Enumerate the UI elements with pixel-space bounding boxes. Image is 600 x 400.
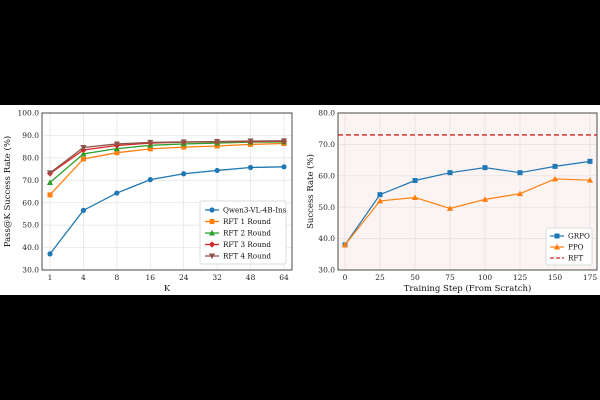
x-tick-label-left: 32 [212, 273, 222, 282]
x-axis-label-right: Training Step (From Scratch) [404, 283, 532, 294]
legend-entry: RFT 1 Round [223, 217, 271, 226]
legend-swatch-marker [553, 243, 561, 250]
data-point [46, 170, 54, 176]
y-tick-label-right: 40.0 [318, 234, 335, 243]
legend-entry: RFT 4 Round [223, 252, 271, 261]
data-point [80, 156, 86, 162]
data-point [247, 138, 254, 145]
x-tick-label-right: 175 [583, 273, 598, 282]
data-point [411, 194, 419, 200]
series-line-grpo [344, 160, 591, 246]
data-point [214, 143, 220, 149]
data-point [214, 167, 220, 174]
x-tick-label-left: 1 [48, 273, 53, 282]
x-tick-label-right: 50 [410, 273, 420, 282]
data-point [341, 241, 349, 248]
data-point [377, 192, 383, 198]
data-point [114, 190, 120, 196]
data-point [113, 141, 120, 148]
legend-entry: RFT [568, 254, 583, 263]
data-point [181, 171, 187, 177]
data-point [376, 197, 384, 204]
data-point [181, 144, 187, 150]
legend-entry: GRPO [568, 232, 590, 241]
legend-entry: RFT 3 Round [223, 240, 271, 249]
data-point [114, 150, 120, 156]
x-tick-label-right: 100 [478, 273, 493, 282]
data-point [447, 170, 453, 176]
data-point [481, 196, 489, 202]
data-point [516, 190, 524, 197]
series-line-qwen3-vl-4b-ins [49, 166, 285, 255]
series-line-ppo [344, 178, 591, 246]
data-point [446, 205, 454, 211]
data-point [80, 145, 87, 151]
data-point [147, 139, 154, 146]
legend-box-left [199, 200, 287, 265]
x-tick-label-left: 16 [146, 273, 156, 282]
data-point [147, 177, 153, 183]
x-tick-label-left: 48 [246, 273, 256, 282]
y-tick-label-left: 80.0 [22, 153, 39, 162]
y-tick-label-right: 70.0 [318, 140, 335, 149]
data-point [47, 251, 53, 257]
x-tick-label-right: 75 [445, 273, 455, 282]
data-point [47, 192, 53, 198]
y-axis-label-left: Pass@K Success Rate (%) [2, 136, 13, 247]
data-point [551, 175, 559, 182]
legend-entry: RFT 2 Round [223, 229, 271, 238]
y-tick-label-right: 50.0 [318, 203, 335, 212]
data-point [80, 150, 87, 157]
legend-swatch-marker [208, 241, 216, 248]
data-point [412, 178, 418, 184]
y-tick-label-right: 30.0 [318, 266, 335, 275]
y-tick-label-right: 60.0 [318, 171, 335, 180]
legend-swatch-marker [554, 233, 560, 239]
data-point [586, 177, 594, 183]
y-tick-label-left: 30.0 [22, 266, 39, 275]
data-point [180, 139, 187, 146]
data-point [552, 163, 558, 169]
x-tick-label-right: 150 [548, 273, 563, 282]
plot-frame-left [41, 112, 293, 271]
y-tick-label-left: 90.0 [22, 131, 39, 140]
plot-frame-right [337, 112, 598, 271]
x-tick-label-right: 0 [343, 273, 348, 282]
series-line-rft-2-round [49, 141, 285, 184]
x-tick-label-right: 25 [375, 273, 385, 282]
legend-entry: PPO [568, 243, 584, 252]
data-point [517, 170, 523, 176]
y-tick-label-left: 60.0 [22, 198, 39, 207]
data-point [482, 165, 488, 171]
data-point [587, 158, 593, 164]
legend-swatch-marker [208, 253, 216, 260]
y-tick-label-left: 40.0 [22, 243, 39, 252]
y-tick-label-left: 50.0 [22, 221, 39, 230]
data-point [80, 207, 87, 213]
y-axis-label-right: Success Rate (%) [305, 154, 316, 229]
figure-canvas: 30.0 40.0 50.0 60.0 70.0 80.0 90.0 100.0 1 4 8 16 24… [0, 105, 600, 295]
legend-swatch-marker [209, 207, 215, 213]
legend-swatch-marker [208, 229, 216, 236]
y-tick-label-left: 100.0 [18, 109, 40, 118]
data-point [147, 146, 153, 152]
data-point [214, 139, 221, 145]
data-point [281, 164, 287, 170]
series-line-rft-4-round [49, 140, 285, 174]
x-tick-label-left: 64 [279, 273, 289, 282]
data-point [46, 179, 54, 186]
x-tick-label-right: 125 [513, 273, 528, 282]
x-tick-label-left: 24 [179, 273, 189, 282]
x-tick-label-left: 4 [81, 273, 86, 282]
y-tick-label-left: 70.0 [22, 176, 39, 185]
x-tick-label-left: 8 [114, 273, 119, 282]
data-point [247, 164, 254, 171]
y-tick-label-right: 80.0 [318, 109, 335, 118]
legend-entry: Qwen3-VL-4B-Ins [223, 206, 287, 215]
legend-swatch-marker [209, 219, 215, 224]
x-axis-label-left: K [164, 284, 171, 294]
series-line-rft-1-round [49, 142, 285, 196]
data-point [280, 138, 288, 144]
